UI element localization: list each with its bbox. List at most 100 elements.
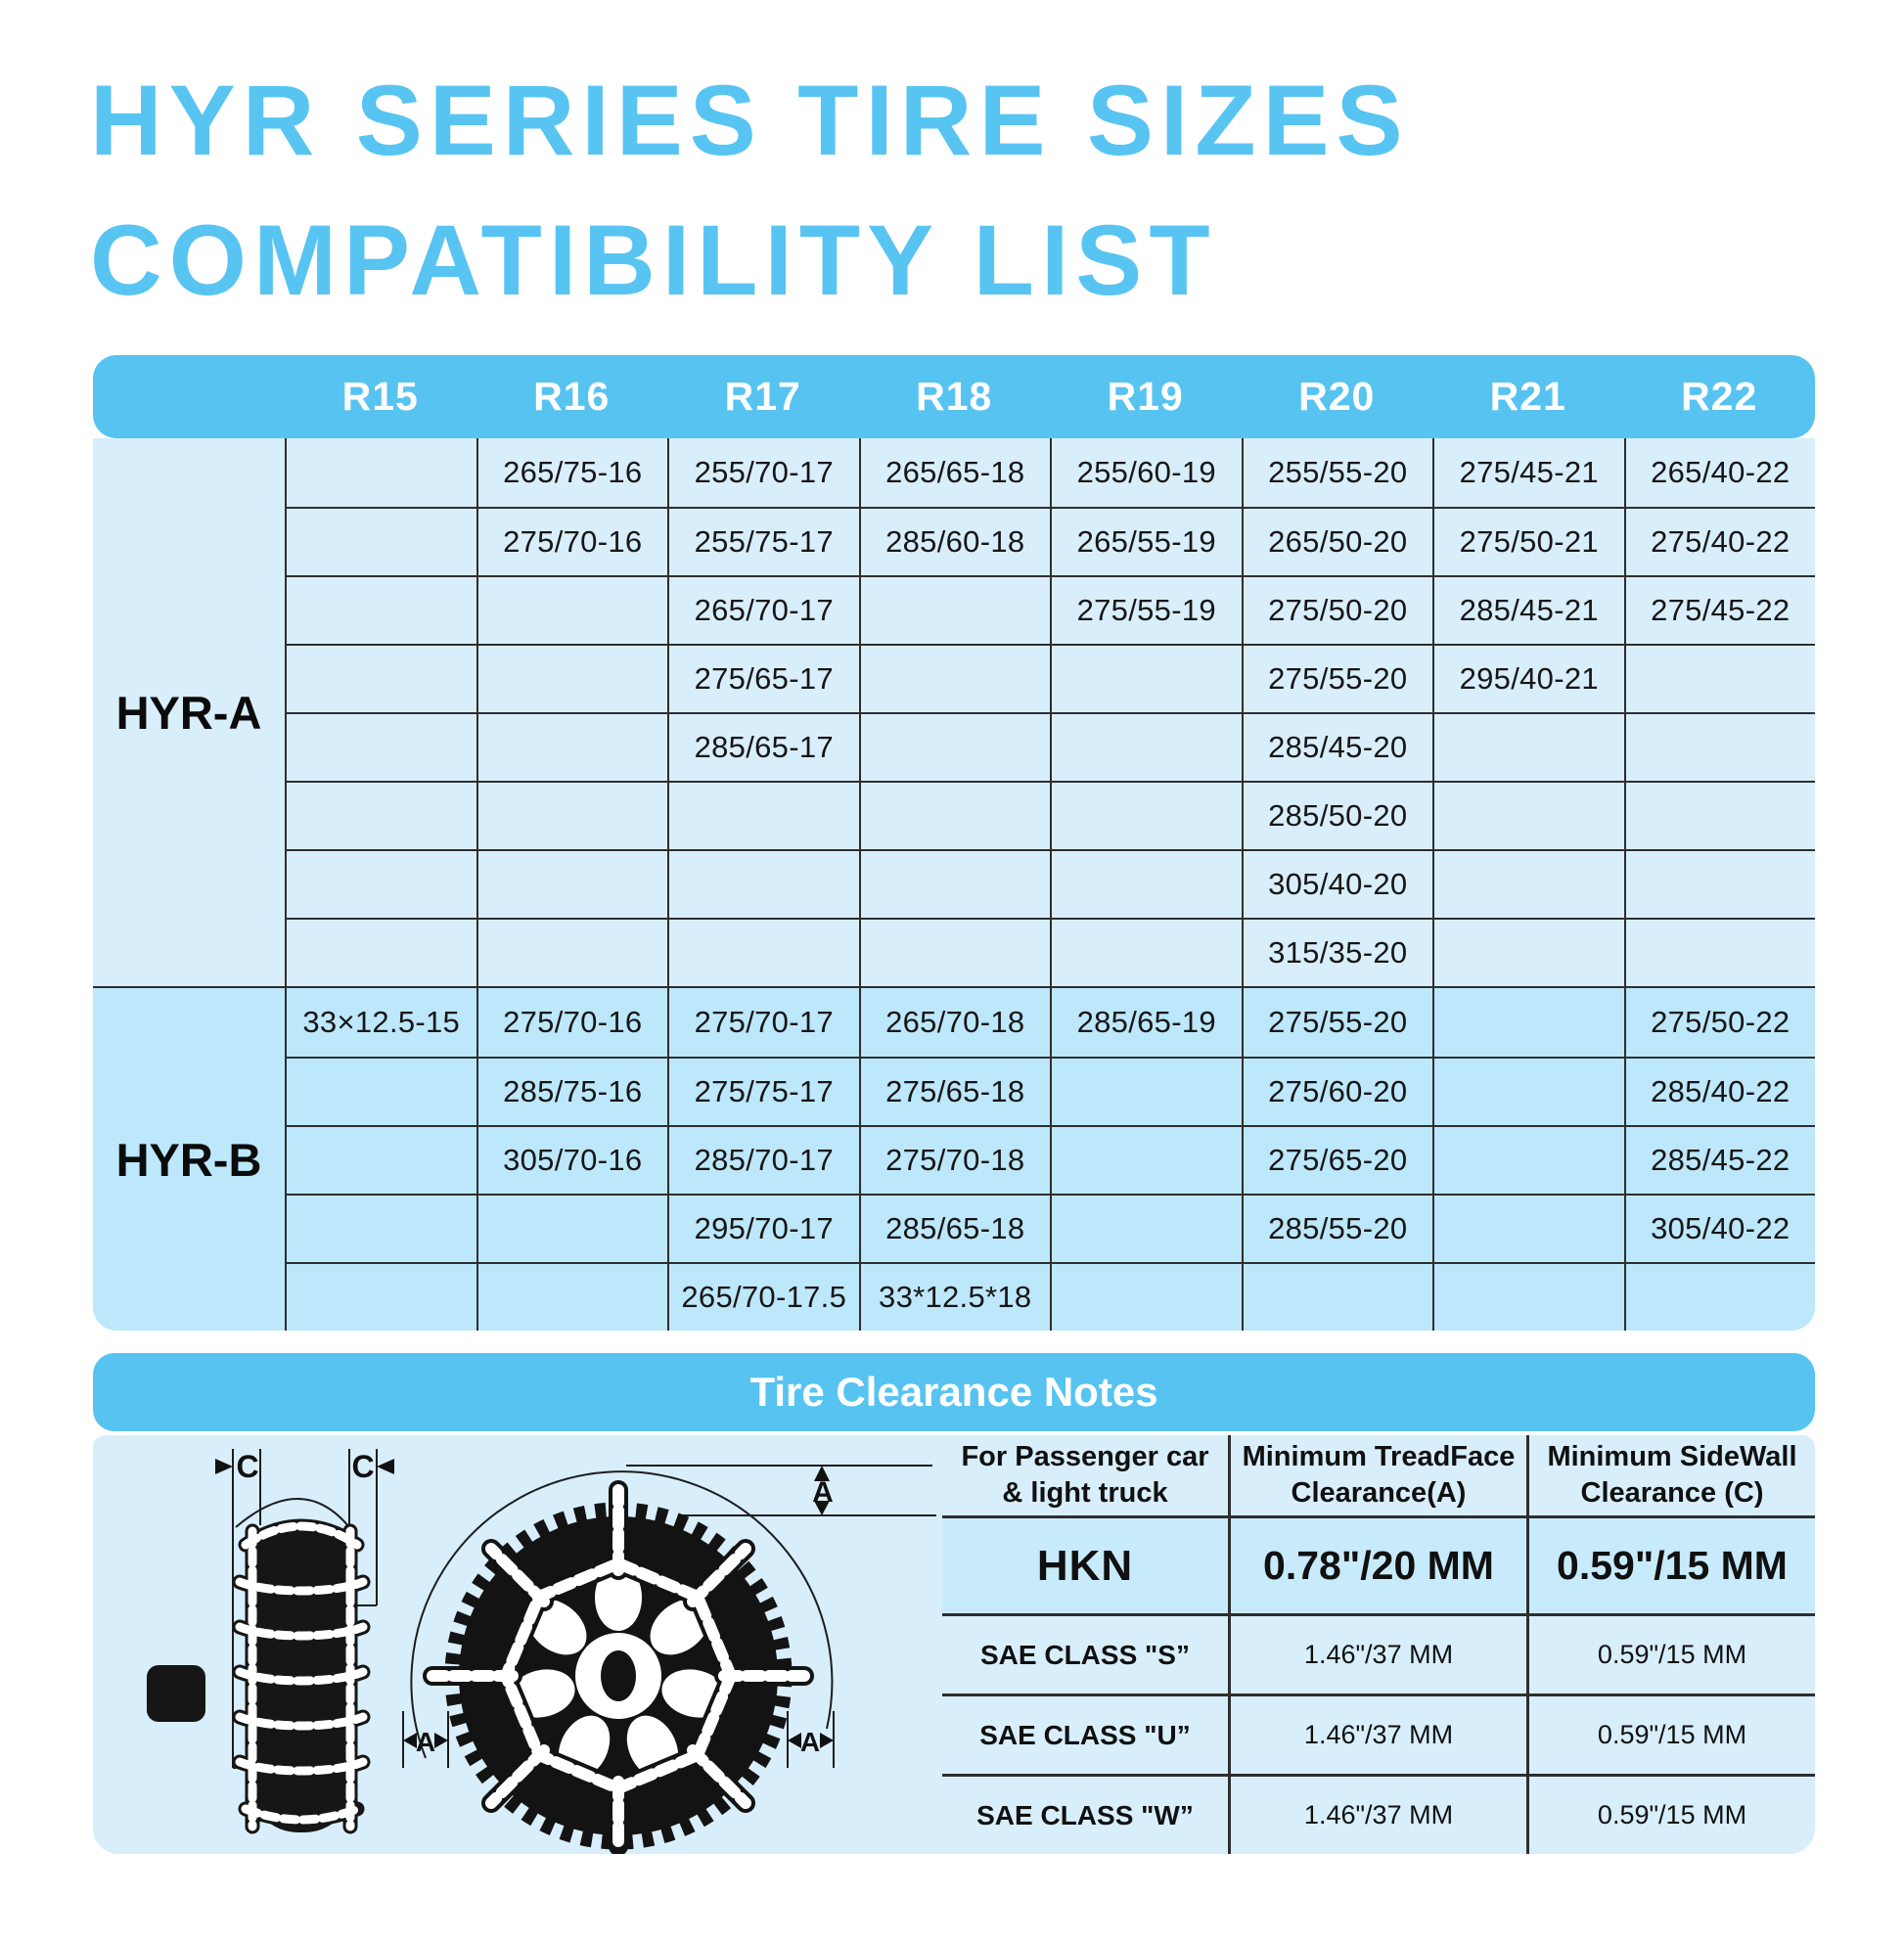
column-header-r17: R17 [724,374,801,419]
size-cell: 255/70-17 [667,438,859,507]
sidewall-clearance-label-left: C [236,1449,258,1484]
clearance-header-line: For Passenger car [961,1441,1209,1472]
clearance-cell-text: 1.46"/37 MM [1303,1720,1454,1749]
size-cell: 275/50-22 [1623,988,1816,1057]
size-cell: 275/50-20 [1241,575,1432,644]
size-cell: 265/50-20 [1241,507,1432,575]
clearance-cell-text: 0.59"/15 MM [1557,1543,1788,1588]
clearance-row-name: SAE CLASS "W” [942,1774,1228,1854]
size-cell [858,712,1050,781]
size-table-header-row: R15 R16 R17 R18 R19 R20 R21 R22 [93,355,1815,438]
size-cell: 275/65-17 [667,644,859,712]
size-cell [285,712,476,781]
treadface-dimension-bottom-right: A [787,1711,835,1768]
size-cell [1432,988,1624,1057]
sidewall-clearance-value: 0.59"/15 MM [1526,1613,1815,1694]
size-cell [1432,918,1624,986]
size-cell: 275/70-16 [476,507,667,575]
size-cell [1050,712,1242,781]
size-cell: 33*12.5*18 [858,1262,1050,1331]
treadface-clearance-value: 1.46"/37 MM [1228,1694,1526,1774]
size-cell [285,849,476,918]
size-cell: 285/45-22 [1623,1125,1815,1194]
treadface-clearance-label-top: A [812,1476,834,1509]
size-cell [858,781,1050,849]
size-cell: 255/55-20 [1241,438,1433,507]
size-cell [1432,1194,1624,1262]
size-cell: 275/55-20 [1241,988,1433,1057]
size-cell: 275/55-19 [1050,575,1242,644]
size-cell [858,575,1050,644]
corner-cell [93,355,285,438]
size-cell [285,918,476,986]
size-cell [1432,1125,1624,1194]
size-cell [285,438,476,507]
size-cell: 255/75-17 [667,507,859,575]
size-cell: 275/70-16 [476,988,668,1057]
column-header-r22: R22 [1681,374,1758,419]
size-cell [476,1194,667,1262]
size-cell: 285/60-18 [858,507,1050,575]
size-cell: 275/40-22 [1623,507,1815,575]
page-title-line1: HYR SERIES TIRE SIZES [90,65,1410,176]
size-cell [285,1262,476,1331]
clearance-notes-banner: Tire Clearance Notes [93,1353,1815,1431]
size-cell: 265/70-17.5 [667,1262,859,1331]
size-cell [476,1262,667,1331]
size-cell [285,644,476,712]
size-cell [1623,918,1815,986]
size-cell [1432,1057,1624,1125]
size-cell [1432,1262,1624,1331]
size-cell [1050,1194,1242,1262]
size-table-section-hyr-a: HYR-A 265/75-16 255/70-17 265/65-18 255/60-1… [93,438,1815,986]
size-cell: 285/40-22 [1623,1057,1815,1125]
column-header-r15: R15 [341,374,419,419]
size-cell [476,712,667,781]
size-cell: 275/60-20 [1241,1057,1432,1125]
clearance-cell-text: SAE CLASS "U” [979,1719,1191,1750]
size-cell [858,644,1050,712]
treadface-clearance-label-right: A [800,1727,820,1757]
column-header-r21: R21 [1489,374,1566,419]
size-cell: 275/70-18 [858,1125,1050,1194]
section-label: HYR-B [115,1133,262,1186]
size-cell [667,918,859,986]
size-cell: 305/40-20 [1241,849,1432,918]
axle-tab [147,1665,205,1722]
clearance-notes-panel: C C [93,1435,1815,1854]
size-cell [285,1194,476,1262]
size-cell [1623,849,1815,918]
size-cell: 265/40-22 [1623,438,1816,507]
size-cell: 265/55-19 [1050,507,1242,575]
front-tire-chain-net [423,1480,814,1854]
size-cell [285,1057,476,1125]
clearance-cell-text: 0.59"/15 MM [1597,1800,1747,1829]
size-cell [285,507,476,575]
size-cell [1050,1057,1242,1125]
size-cell: 275/45-22 [1623,575,1815,644]
sidewall-clearance-value: 0.59"/15 MM [1526,1774,1815,1854]
size-cell [476,849,667,918]
size-cell [476,781,667,849]
clearance-header-line: Minimum TreadFace [1242,1441,1516,1472]
tire-side-view: C C [147,1449,394,1834]
size-cell [1623,1262,1815,1331]
tire-clearance-notes: Tire Clearance Notes [93,1353,1815,1854]
treadface-dimension-top: A [626,1465,936,1516]
size-cell: 265/75-16 [476,438,668,507]
clearance-row-name: SAE CLASS "S” [942,1613,1228,1694]
clearance-header-cell: Minimum SideWall Clearance (C) [1526,1435,1815,1515]
size-cell [1050,1125,1242,1194]
c-arrow-right-icon [377,1459,394,1474]
clearance-cell-text: 1.46"/37 MM [1303,1800,1454,1829]
size-cell: 285/45-20 [1241,712,1432,781]
column-header-r16: R16 [533,374,611,419]
clearance-cell-text: 0.59"/15 MM [1597,1720,1747,1749]
size-cell: 33×12.5-15 [285,988,476,1057]
sidewall-clearance-label-right: C [351,1449,374,1484]
clearance-header-line: Minimum SideWall [1547,1441,1797,1472]
size-cell: 285/75-16 [476,1057,667,1125]
size-cell [476,644,667,712]
treadface-clearance-label-left: A [416,1727,435,1757]
page-title-line2: COMPATIBILITY LIST [90,204,1217,316]
